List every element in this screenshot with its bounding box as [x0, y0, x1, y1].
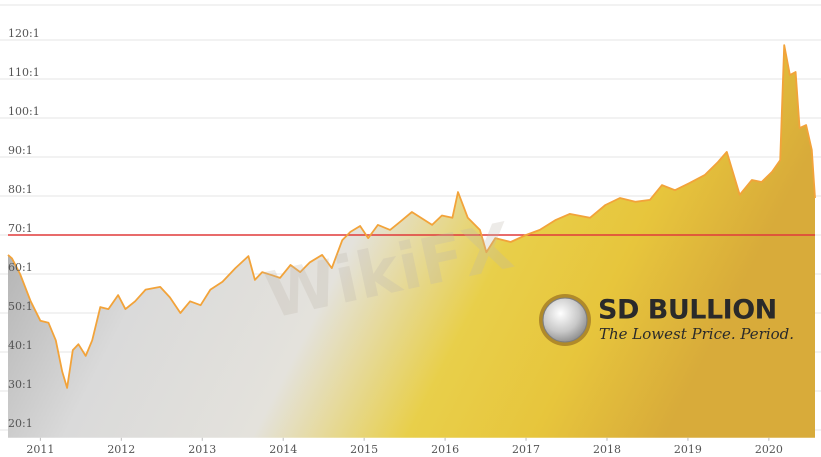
data-line: [7, 44, 816, 389]
y-tick-label: 90:1: [8, 144, 33, 157]
x-axis: 2011 2012 2013 2014 2015 2016 2017 2018 2019 2020: [26, 437, 783, 456]
x-tick-label: 2011: [26, 443, 54, 456]
y-tick-label: 60:1: [8, 261, 33, 274]
y-tick-label: 20:1: [8, 417, 33, 430]
logo-name: SD BULLION: [598, 295, 777, 326]
coin: [542, 297, 588, 343]
x-tick-label: 2017: [512, 443, 540, 456]
x-tick-label: 2020: [755, 443, 783, 456]
y-tick-label: 80:1: [8, 183, 33, 196]
y-tick-label: 50:1: [8, 300, 33, 313]
area-layer: [7, 44, 816, 438]
y-tick-label: 110:1: [8, 66, 40, 79]
x-tick-label: 2015: [350, 443, 378, 456]
y-axis: 20:1 30:1 40:1 50:1 60:1 70:1 80:1 90:1 100:1 110…: [8, 27, 40, 430]
y-tick-label: 30:1: [8, 378, 33, 391]
x-tick-label: 2014: [269, 443, 297, 456]
x-tick-label: 2016: [431, 443, 459, 456]
y-tick-label: 120:1: [8, 27, 40, 40]
y-tick-label: 40:1: [8, 339, 33, 352]
x-tick-label: 2018: [593, 443, 621, 456]
x-tick-label: 2013: [188, 443, 216, 456]
area-fill: [8, 45, 815, 438]
y-tick-label: 70:1: [8, 222, 33, 235]
x-tick-label: 2019: [674, 443, 702, 456]
x-tick-label: 2012: [107, 443, 135, 456]
logo: SD BULLION The Lowest Price. Period.: [539, 294, 794, 346]
y-tick-label: 100:1: [8, 105, 40, 118]
logo-tagline: The Lowest Price. Period.: [599, 325, 794, 343]
